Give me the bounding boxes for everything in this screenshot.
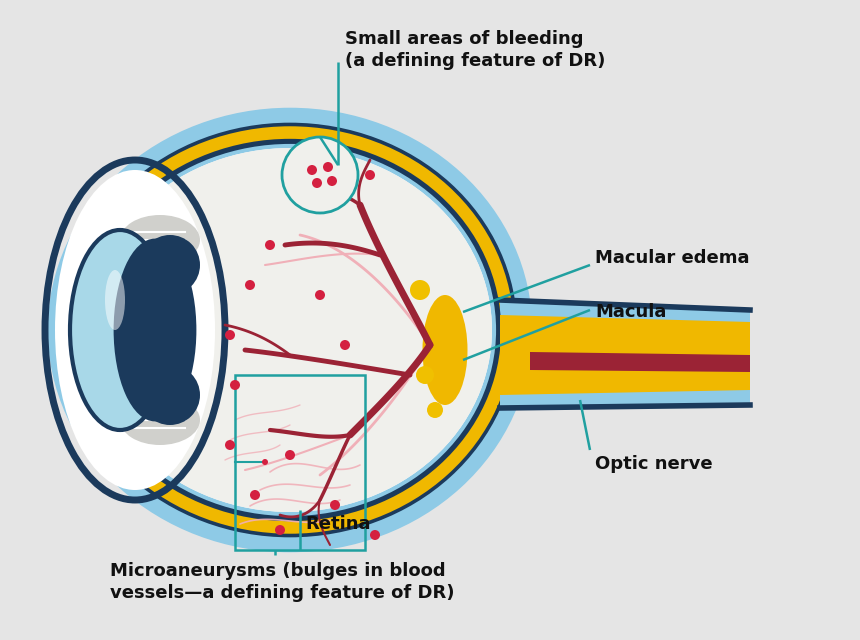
Ellipse shape xyxy=(120,215,200,265)
Ellipse shape xyxy=(422,295,468,405)
Circle shape xyxy=(282,137,358,213)
Circle shape xyxy=(265,240,275,250)
Ellipse shape xyxy=(120,395,200,445)
Circle shape xyxy=(323,162,333,172)
Circle shape xyxy=(330,500,340,510)
Ellipse shape xyxy=(88,148,492,512)
Polygon shape xyxy=(500,315,750,395)
Circle shape xyxy=(340,340,350,350)
Text: Retina: Retina xyxy=(305,515,371,533)
Circle shape xyxy=(262,459,268,465)
Ellipse shape xyxy=(115,240,195,420)
Polygon shape xyxy=(530,352,750,372)
Circle shape xyxy=(416,366,434,384)
Ellipse shape xyxy=(70,230,170,430)
Circle shape xyxy=(410,280,430,300)
Circle shape xyxy=(307,165,317,175)
Ellipse shape xyxy=(140,235,200,295)
Circle shape xyxy=(427,402,443,418)
Circle shape xyxy=(285,450,295,460)
Text: Optic nerve: Optic nerve xyxy=(595,455,713,473)
Text: Macula: Macula xyxy=(595,303,667,321)
Ellipse shape xyxy=(105,270,125,330)
Circle shape xyxy=(225,330,235,340)
Ellipse shape xyxy=(55,170,215,490)
Circle shape xyxy=(327,176,337,186)
Ellipse shape xyxy=(75,135,505,525)
Circle shape xyxy=(365,170,375,180)
Circle shape xyxy=(370,530,380,540)
Circle shape xyxy=(315,290,325,300)
Circle shape xyxy=(305,200,315,210)
Circle shape xyxy=(250,490,260,500)
Circle shape xyxy=(245,280,255,290)
Bar xyxy=(235,375,365,550)
Ellipse shape xyxy=(60,120,520,540)
Circle shape xyxy=(230,380,240,390)
Text: Small areas of bleeding
(a defining feature of DR): Small areas of bleeding (a defining feat… xyxy=(345,30,605,70)
Ellipse shape xyxy=(140,365,200,425)
Text: Microaneurysms (bulges in blood
vessels—a defining feature of DR): Microaneurysms (bulges in blood vessels—… xyxy=(110,562,454,602)
Polygon shape xyxy=(500,300,750,408)
Circle shape xyxy=(275,525,285,535)
Text: Macular edema: Macular edema xyxy=(595,249,750,267)
Circle shape xyxy=(312,178,322,188)
Circle shape xyxy=(225,440,235,450)
